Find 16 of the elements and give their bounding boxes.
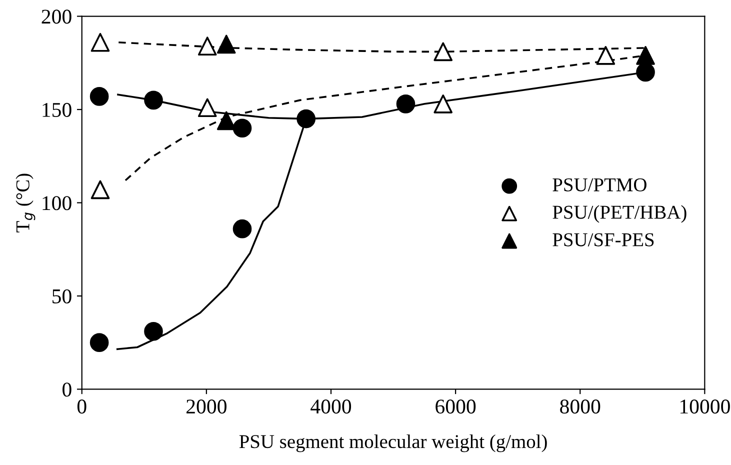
y-tick-label: 100	[42, 196, 72, 210]
legend-label: PSU/SF-PES	[552, 233, 654, 246]
y-tick-label: 200	[42, 10, 72, 24]
x-tick-label: 8000	[560, 400, 600, 414]
x-tick-label: 2000	[186, 400, 226, 414]
x-tick-label: 10000	[680, 400, 730, 414]
x-tick-label: 0	[77, 400, 86, 414]
x-tick-label: 6000	[436, 400, 476, 414]
y-tick-label: 50	[52, 289, 72, 304]
x-tick-label: 4000	[310, 400, 352, 414]
legend-label: PSU/PTMO	[552, 178, 646, 192]
y-tick-label: 0	[62, 382, 72, 397]
y-axis-title: T$_{g}$ (°C)	[16, 174, 36, 232]
y-tick-label: 150	[42, 102, 72, 117]
x-axis-title: PSU segment molecular weight (g/mol)	[239, 434, 547, 452]
legend-label: PSU/(PET/HBA)	[552, 205, 686, 223]
